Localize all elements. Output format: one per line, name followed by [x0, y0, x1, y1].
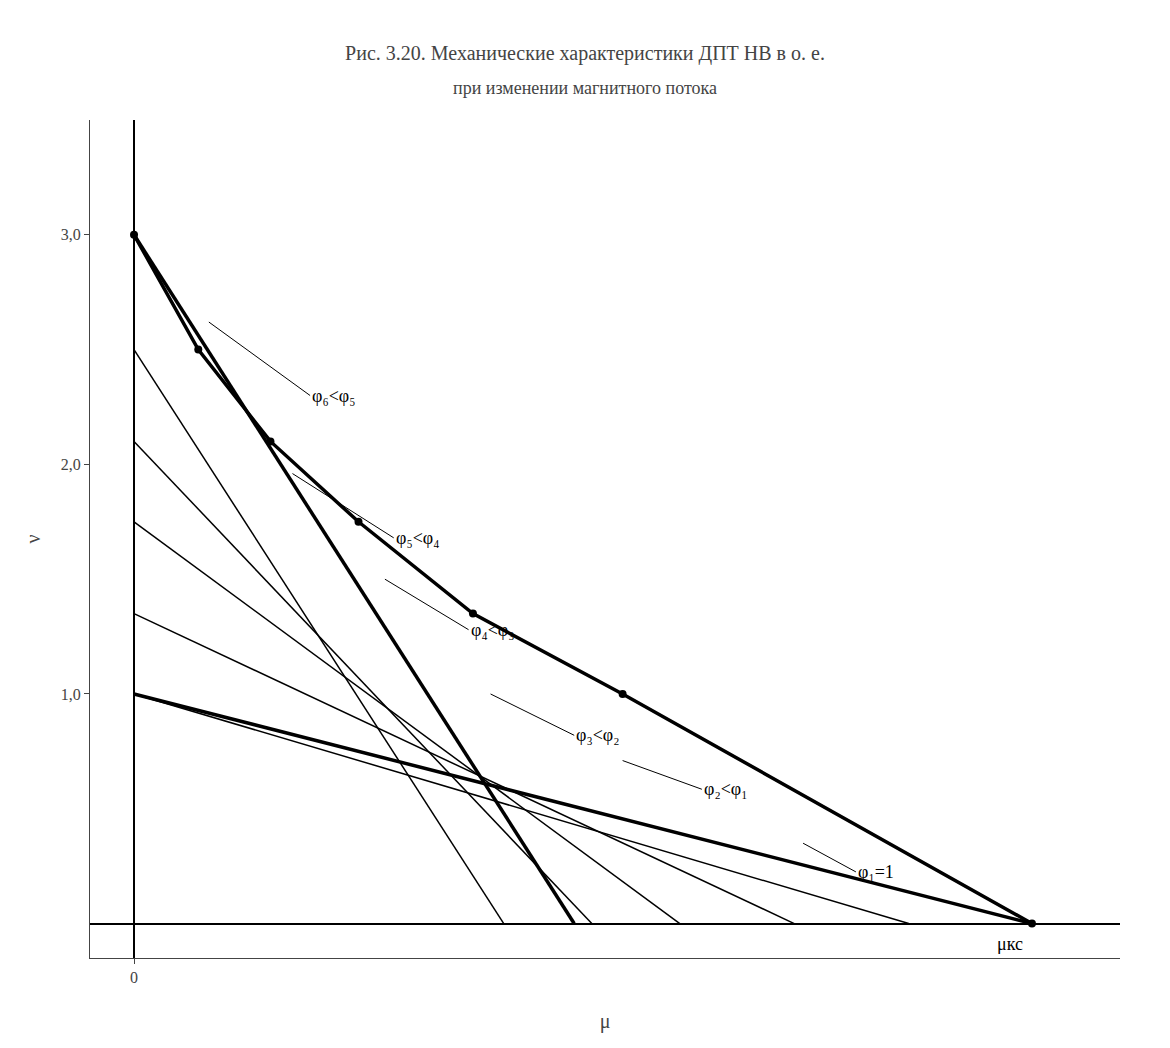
svg-text:2,0: 2,0: [61, 456, 81, 473]
svg-text:3,0: 3,0: [61, 226, 81, 243]
svg-text:φ₂<φ₁: φ₂<φ₁: [704, 779, 747, 799]
svg-text:1,0: 1,0: [61, 686, 81, 703]
svg-text:φ₃<φ₂: φ₃<φ₂: [576, 725, 619, 745]
svg-text:φ₄<φ₃: φ₄<φ₃: [471, 620, 514, 640]
svg-text:φ₁=1: φ₁=1: [858, 862, 894, 882]
svg-text:φ₆<φ₅: φ₆<φ₅: [312, 386, 355, 406]
svg-text:μкс: μкс: [997, 934, 1023, 954]
svg-text:при изменении магнитного поток: при изменении магнитного потока: [453, 78, 717, 98]
svg-text:μ: μ: [600, 1010, 611, 1033]
svg-text:ν: ν: [22, 534, 44, 543]
svg-text:Рис. 3.20. Механические характ: Рис. 3.20. Механические характеристики Д…: [345, 42, 825, 65]
svg-text:φ₅<φ₄: φ₅<φ₄: [396, 528, 439, 548]
svg-text:0: 0: [130, 969, 138, 986]
